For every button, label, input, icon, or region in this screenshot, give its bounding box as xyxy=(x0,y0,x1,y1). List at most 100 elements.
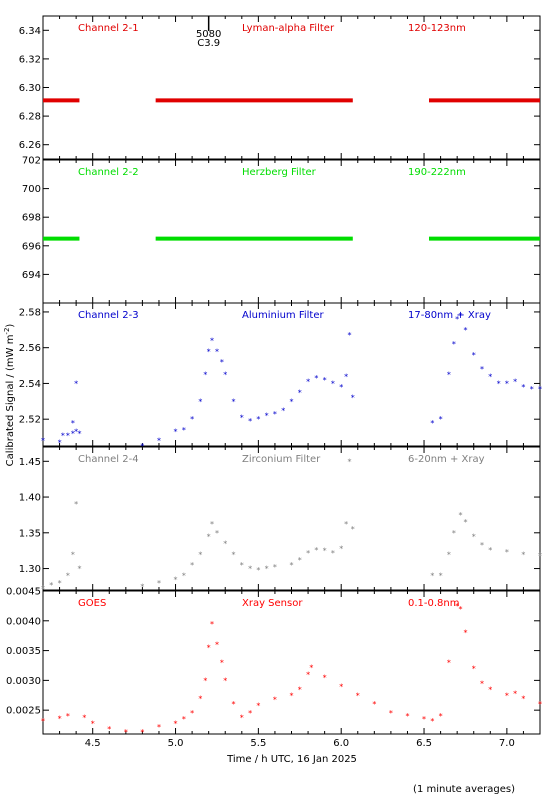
y-tick-label: 1.40 xyxy=(19,493,41,504)
panel-channel-label: Channel 2-2 xyxy=(78,167,139,178)
data-point: * xyxy=(190,561,194,570)
y-tick-label: 694 xyxy=(22,270,41,281)
y-tick-label: 700 xyxy=(22,184,41,195)
data-point: * xyxy=(290,561,294,570)
data-point: * xyxy=(157,437,161,446)
data-point: * xyxy=(372,700,376,709)
panel-filter-label: Zirconium Filter xyxy=(242,454,321,465)
y-axis-label: Calibrated Signal / (mW m-2) xyxy=(3,324,16,467)
data-point: * xyxy=(430,717,434,726)
y-tick-label: 0.0030 xyxy=(6,676,41,687)
data-point: * xyxy=(66,431,70,440)
data-point: * xyxy=(107,725,111,734)
data-point: * xyxy=(314,374,318,383)
panel-1: 6.26 6.28 6.30 6.32 6.34 Channel 2-1 Lyman-alp… xyxy=(19,15,541,160)
panel-2: 694 696 698 700 702 Channel 2-2 Herzberg Filte… xyxy=(22,156,541,304)
panel-frame xyxy=(42,15,541,160)
data-point: * xyxy=(458,312,462,321)
x-axis-label: Time / h UTC, 16 Jan 2025 xyxy=(226,754,357,765)
y-tick-label: 0.0025 xyxy=(6,706,41,717)
event-marker-top-label: 5080 xyxy=(196,29,221,40)
data-point: * xyxy=(140,582,144,591)
panel-filter-label: Herzberg Filter xyxy=(242,167,317,178)
data-point: * xyxy=(215,529,219,538)
panel-band-label: 120-123nm xyxy=(408,23,466,34)
panels-group: 6.26 6.28 6.30 6.32 6.34 Channel 2-1 Lyman-alp… xyxy=(6,15,542,737)
data-point: * xyxy=(314,546,318,555)
data-point: * xyxy=(472,351,476,360)
event-marker: 5080 C3.9 xyxy=(196,16,221,49)
data-point: * xyxy=(265,412,269,421)
data-point: * xyxy=(309,663,313,672)
data-point: * xyxy=(49,581,53,590)
data-point: * xyxy=(298,685,302,694)
panel-channel-label: Channel 2-1 xyxy=(78,23,139,34)
event-marker-bottom-label: C3.9 xyxy=(197,38,220,49)
y-tick-label: 6.26 xyxy=(19,140,41,151)
data-point: * xyxy=(124,728,128,737)
data-point: * xyxy=(472,664,476,673)
data-point: * xyxy=(347,331,351,340)
data-point: * xyxy=(215,641,219,650)
data-point: * xyxy=(232,550,236,559)
data-point: * xyxy=(331,549,335,558)
data-point: * xyxy=(210,337,214,346)
y-tick-label: 2.52 xyxy=(19,415,41,426)
x-tick-label: 7.0 xyxy=(499,738,515,749)
data-point: * xyxy=(66,712,70,721)
data-point: * xyxy=(458,605,462,614)
data-point: * xyxy=(273,563,277,572)
data-point: * xyxy=(439,572,443,581)
data-point: * xyxy=(530,385,534,394)
data-point: * xyxy=(203,676,207,685)
data-point: * xyxy=(323,547,327,556)
data-point: * xyxy=(207,532,211,541)
data-point: * xyxy=(344,372,348,381)
panel-filter-label: Lyman-alpha Filter xyxy=(242,23,335,34)
data-point: * xyxy=(182,426,186,435)
data-point: * xyxy=(455,315,459,324)
y-tick-label: 1.30 xyxy=(19,564,41,575)
data-point: * xyxy=(505,379,509,388)
y-tick-label: 6.32 xyxy=(19,54,41,65)
data-point: * xyxy=(203,371,207,380)
y-tick-label: 0.0040 xyxy=(6,616,41,627)
panel-channel-label: GOES xyxy=(78,598,106,609)
data-point: * xyxy=(220,358,224,367)
data-point: * xyxy=(82,713,86,722)
data-point: * xyxy=(61,431,65,440)
data-point: * xyxy=(223,371,227,380)
data-point: * xyxy=(190,709,194,718)
data-point: * xyxy=(497,379,501,388)
data-point: * xyxy=(58,438,62,447)
data-point: * xyxy=(198,397,202,406)
data-point: * xyxy=(240,413,244,422)
data-point: * xyxy=(521,383,525,392)
data-point: * xyxy=(215,347,219,356)
data-point: * xyxy=(331,379,335,388)
data-point: * xyxy=(521,694,525,703)
data-point: * xyxy=(356,691,360,700)
y-tick-label: 2.58 xyxy=(19,307,41,318)
x-tick-label: 5.0 xyxy=(168,738,184,749)
y-axis-label-text: Calibrated Signal / (mW m xyxy=(5,335,16,467)
data-point: * xyxy=(71,550,75,559)
data-point: * xyxy=(538,700,542,709)
x-tick-label: 4.5 xyxy=(85,738,101,749)
y-tick-label: 2.54 xyxy=(19,379,41,390)
y-tick-label: 2.56 xyxy=(19,343,41,354)
data-point: * xyxy=(339,545,343,554)
data-point: * xyxy=(480,365,484,374)
y-tick-label: 6.34 xyxy=(19,26,41,37)
x-tick-labels: 4.5 5.0 5.5 6.0 6.5 7.0 xyxy=(85,738,515,749)
data-point: * xyxy=(472,532,476,541)
data-point: * xyxy=(351,394,355,403)
data-point: * xyxy=(77,429,81,438)
panel-filter-label: Aluminium Filter xyxy=(242,310,325,321)
y-tick-label: 702 xyxy=(22,156,41,167)
data-point: * xyxy=(74,500,78,509)
data-point: * xyxy=(480,541,484,550)
data-point: * xyxy=(41,585,45,594)
data-point: * xyxy=(298,556,302,565)
data-point: * xyxy=(430,572,434,581)
